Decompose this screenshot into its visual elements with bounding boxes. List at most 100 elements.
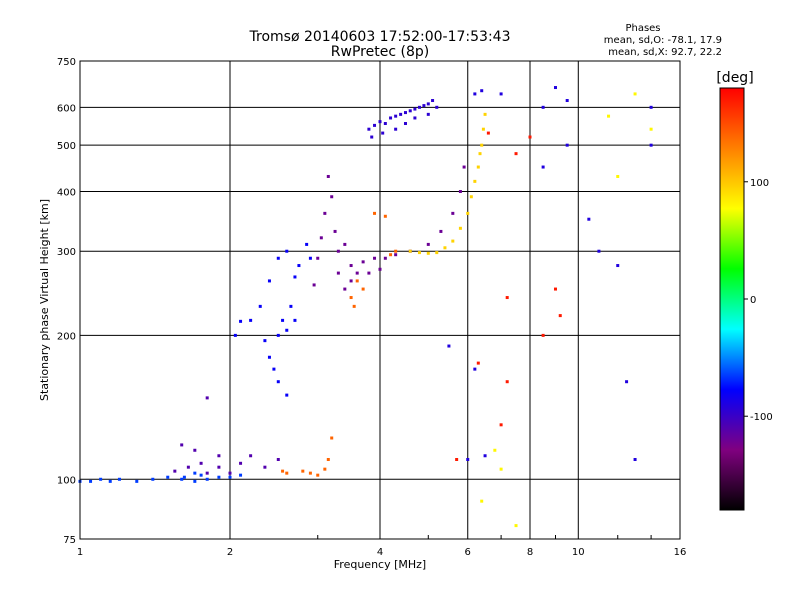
data-point (458, 226, 462, 230)
data-point (276, 457, 280, 461)
data-point (293, 318, 297, 322)
data-point (343, 242, 347, 246)
x-tick-label: 16 (674, 547, 687, 558)
data-point (439, 229, 443, 233)
data-point (476, 361, 480, 365)
data-point (228, 471, 232, 475)
data-point (514, 152, 518, 156)
data-point (383, 214, 387, 218)
data-point (480, 499, 484, 503)
data-point (276, 380, 280, 384)
x-tick-label: 10 (572, 547, 585, 558)
data-point (239, 319, 243, 323)
data-point (394, 253, 398, 257)
data-point (343, 287, 347, 291)
data-point (447, 344, 451, 348)
data-point (417, 105, 421, 109)
data-point (199, 473, 203, 477)
data-point (312, 283, 316, 287)
data-point (486, 131, 490, 135)
data-point (333, 229, 337, 233)
data-point (505, 380, 509, 384)
data-point (541, 333, 545, 337)
data-point (323, 211, 327, 215)
data-point (182, 475, 186, 479)
data-point (378, 267, 382, 271)
data-point (383, 122, 387, 126)
data-point (383, 256, 387, 260)
chart-subtitle: RwPretec (8p) (331, 44, 429, 60)
colorbar-tick-label: -100 (750, 412, 773, 423)
data-point (408, 249, 412, 253)
data-point (285, 249, 289, 253)
data-point (480, 89, 484, 93)
data-point (272, 367, 276, 371)
data-point (541, 105, 545, 109)
data-point (281, 318, 285, 322)
data-point (469, 195, 473, 199)
data-point (285, 471, 289, 475)
data-point (276, 256, 280, 260)
x-tick-label: 2 (227, 547, 233, 558)
data-point (355, 271, 359, 275)
data-point (285, 328, 289, 332)
data-point (352, 304, 356, 308)
data-point (233, 333, 237, 337)
phases-line-x: mean, sd,X: 92.7, 22.2 (608, 47, 722, 58)
data-point (466, 211, 470, 215)
data-points (78, 86, 653, 528)
data-point (373, 123, 377, 127)
x-tick-label: 8 (527, 547, 533, 558)
data-point (367, 271, 371, 275)
data-point (378, 120, 382, 124)
data-point (558, 314, 562, 318)
x-axis-ticks: 1 2 4 6 8 10 16 (77, 535, 687, 558)
data-point (528, 135, 532, 139)
data-point (435, 251, 439, 255)
data-point (361, 260, 365, 264)
data-point (649, 143, 653, 147)
data-point (193, 448, 197, 452)
data-point (330, 436, 334, 440)
data-point (323, 467, 327, 471)
data-point (316, 256, 320, 260)
y-tick-label: 75 (63, 535, 76, 546)
data-point (205, 471, 209, 475)
y-tick-label: 200 (57, 331, 76, 342)
y-axis-ticks: 75 100 200 300 400 500 600 750 (57, 57, 76, 546)
data-point (403, 111, 407, 115)
data-point (263, 339, 267, 343)
data-point (473, 179, 477, 183)
data-point (426, 112, 430, 116)
data-point (553, 287, 557, 291)
data-point (267, 279, 271, 283)
data-point (422, 104, 426, 108)
data-point (499, 92, 503, 96)
data-point (267, 355, 271, 359)
data-point (473, 92, 477, 96)
data-point (394, 114, 398, 118)
data-point (483, 112, 487, 116)
data-point (587, 217, 591, 221)
data-point (336, 271, 340, 275)
grid (80, 61, 680, 539)
plot-frame (79, 60, 681, 540)
colorbar-tick-label: 0 (750, 295, 756, 306)
x-tick-label: 4 (377, 547, 383, 558)
y-axis-label: Stationary phase Virtual Height [km] (38, 199, 51, 401)
data-point (281, 469, 285, 473)
data-point (426, 251, 430, 255)
x-axis-label: Frequency [MHz] (334, 558, 426, 571)
data-point (326, 174, 330, 178)
y-tick-label: 600 (57, 103, 76, 114)
data-point (505, 296, 509, 300)
data-point (625, 380, 629, 384)
data-point (166, 475, 170, 479)
data-point (633, 457, 637, 461)
data-point (426, 242, 430, 246)
data-point (330, 195, 334, 199)
data-point (117, 477, 121, 481)
data-point (597, 249, 601, 253)
data-point (408, 109, 412, 113)
data-point (403, 122, 407, 126)
